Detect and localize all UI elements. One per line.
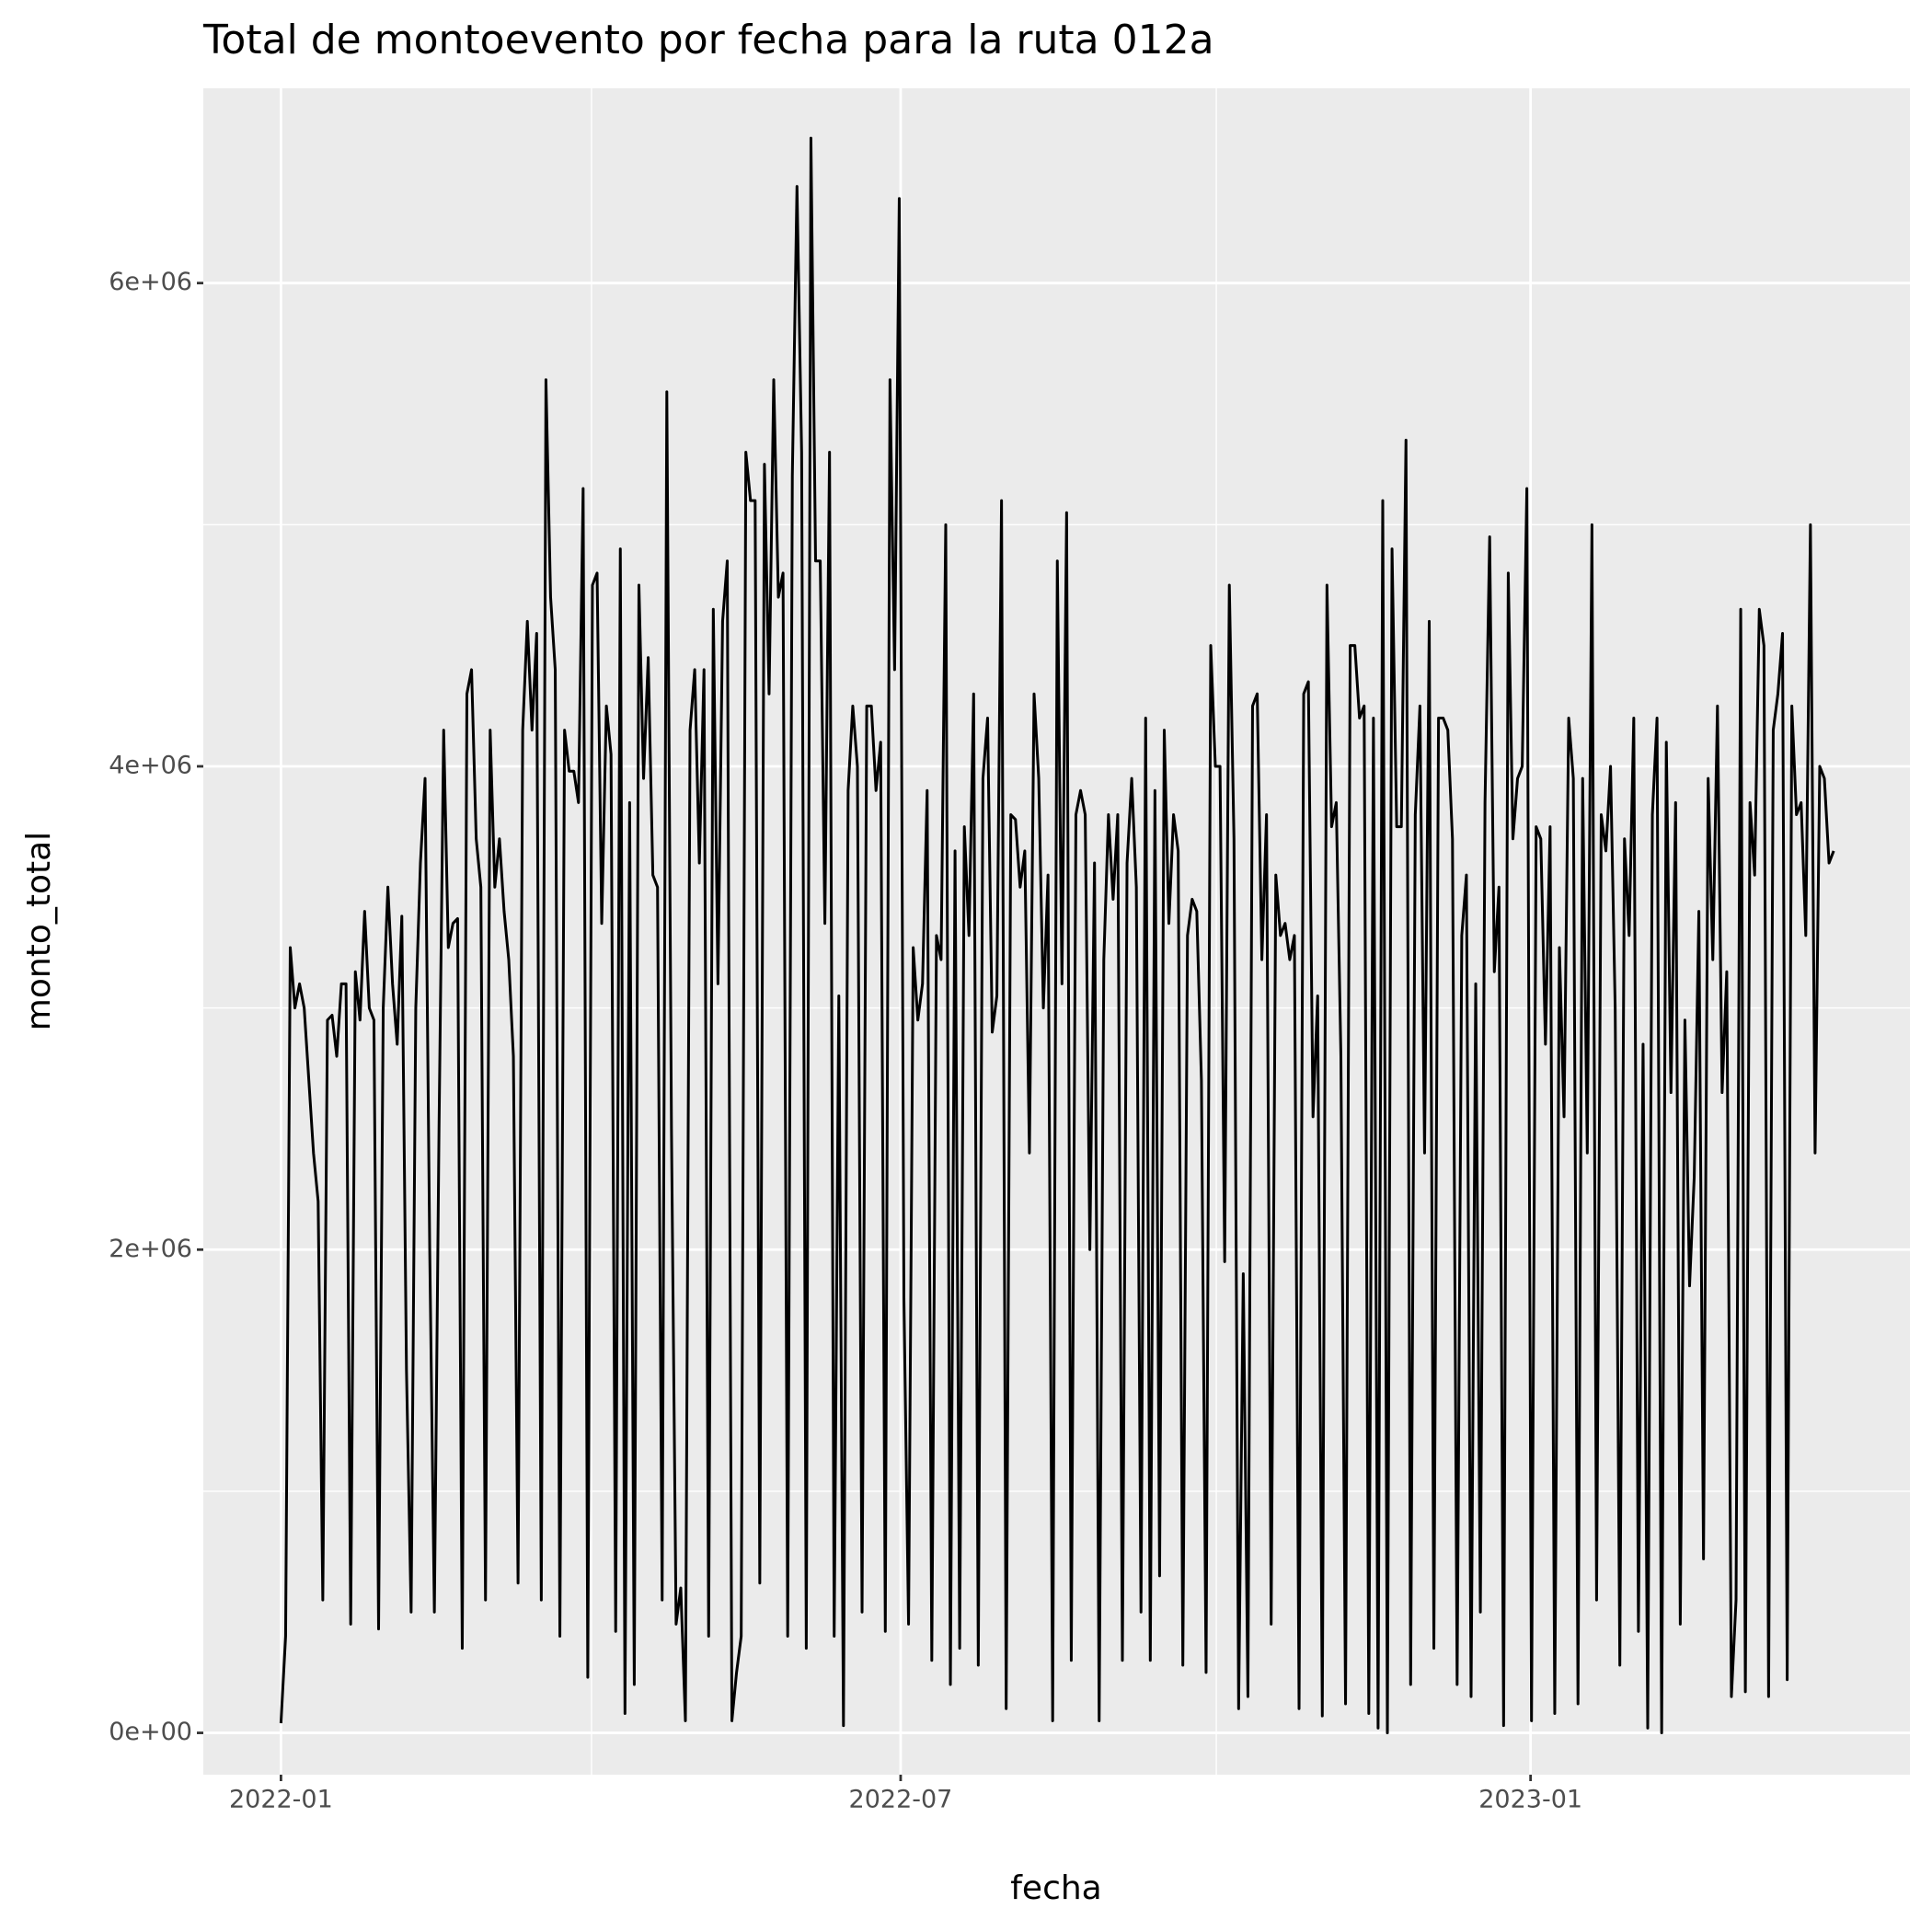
y-tick-label: 6e+06 xyxy=(109,268,192,296)
marks xyxy=(279,136,1835,1735)
x-tick-label: 2022-01 xyxy=(229,1786,333,1814)
y-axis-title: monto_total xyxy=(20,832,58,1030)
y-tick-label: 0e+00 xyxy=(109,1718,192,1746)
x-axis-title: fecha xyxy=(1010,1869,1102,1907)
data-line xyxy=(279,136,1835,1735)
x-tick-label: 2022-07 xyxy=(849,1786,953,1814)
x-tick-label: 2023-01 xyxy=(1478,1786,1582,1814)
y-tick-label: 4e+06 xyxy=(109,751,192,779)
grid xyxy=(203,88,1910,1775)
y-tick-label: 2e+06 xyxy=(109,1235,192,1263)
axes: 0e+00 2e+06 4e+06 6e+06 2022-01 2022-07 2023-0… xyxy=(109,268,1582,1813)
chart-title: Total de montoevento por fecha para la r… xyxy=(202,17,1214,63)
